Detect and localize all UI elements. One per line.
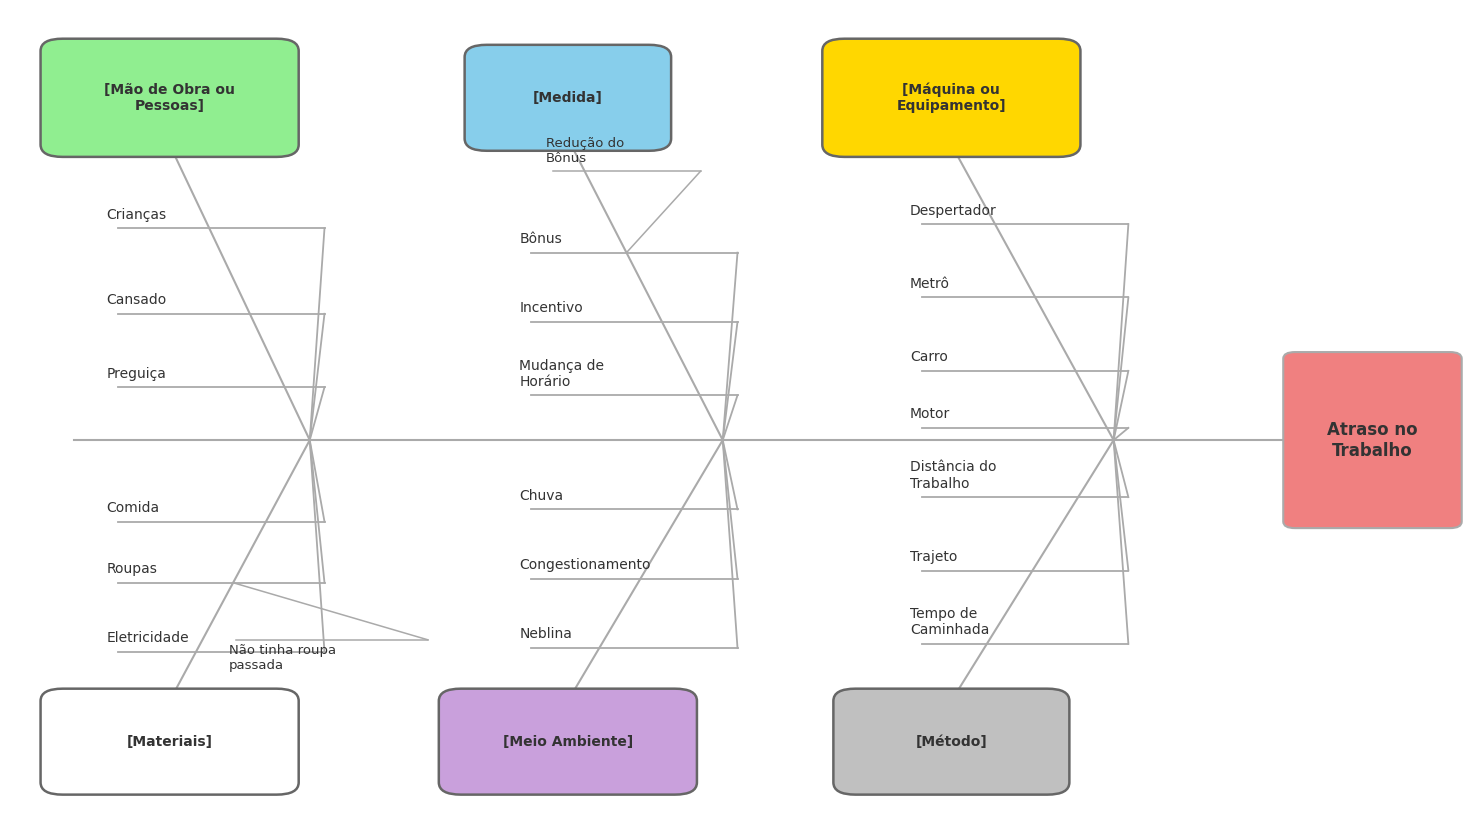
Text: Bônus: Bônus	[519, 232, 562, 246]
Text: Neblina: Neblina	[519, 628, 572, 641]
FancyBboxPatch shape	[465, 45, 671, 151]
Text: Chuva: Chuva	[519, 489, 563, 503]
Text: Tempo de
Caminhada: Tempo de Caminhada	[910, 607, 990, 637]
Text: Despertador: Despertador	[910, 204, 997, 218]
Text: Roupas: Roupas	[106, 562, 156, 576]
FancyBboxPatch shape	[1283, 352, 1462, 528]
Text: Carro: Carro	[910, 350, 948, 364]
Text: [Máquina ou
Equipamento]: [Máquina ou Equipamento]	[897, 82, 1006, 113]
Text: Comida: Comida	[106, 501, 159, 515]
Text: Atraso no
Trabalho: Atraso no Trabalho	[1328, 421, 1417, 460]
Text: Preguiça: Preguiça	[106, 367, 167, 381]
Text: [Mão de Obra ou
Pessoas]: [Mão de Obra ou Pessoas]	[105, 82, 235, 113]
Text: Metrô: Metrô	[910, 277, 950, 291]
Text: Congestionamento: Congestionamento	[519, 558, 650, 572]
Text: [Método]: [Método]	[916, 734, 987, 749]
Text: [Meio Ambiente]: [Meio Ambiente]	[503, 734, 633, 749]
FancyBboxPatch shape	[41, 38, 298, 156]
FancyBboxPatch shape	[440, 689, 698, 795]
FancyBboxPatch shape	[41, 689, 298, 795]
FancyBboxPatch shape	[833, 689, 1069, 795]
Text: [Materiais]: [Materiais]	[127, 734, 212, 749]
Text: Motor: Motor	[910, 408, 950, 421]
Text: Cansado: Cansado	[106, 293, 167, 307]
Text: Distância do
Trabalho: Distância do Trabalho	[910, 460, 997, 491]
Text: [Medida]: [Medida]	[532, 90, 603, 105]
Text: Crianças: Crianças	[106, 208, 167, 222]
Text: Mudança de
Horário: Mudança de Horário	[519, 359, 605, 389]
Text: Redução do
Bônus: Redução do Bônus	[546, 137, 624, 165]
Text: Eletricidade: Eletricidade	[106, 632, 189, 645]
Text: Trajeto: Trajeto	[910, 550, 957, 564]
FancyBboxPatch shape	[823, 38, 1080, 156]
Text: Incentivo: Incentivo	[519, 302, 583, 315]
Text: Não tinha roupa
passada: Não tinha roupa passada	[229, 644, 336, 672]
